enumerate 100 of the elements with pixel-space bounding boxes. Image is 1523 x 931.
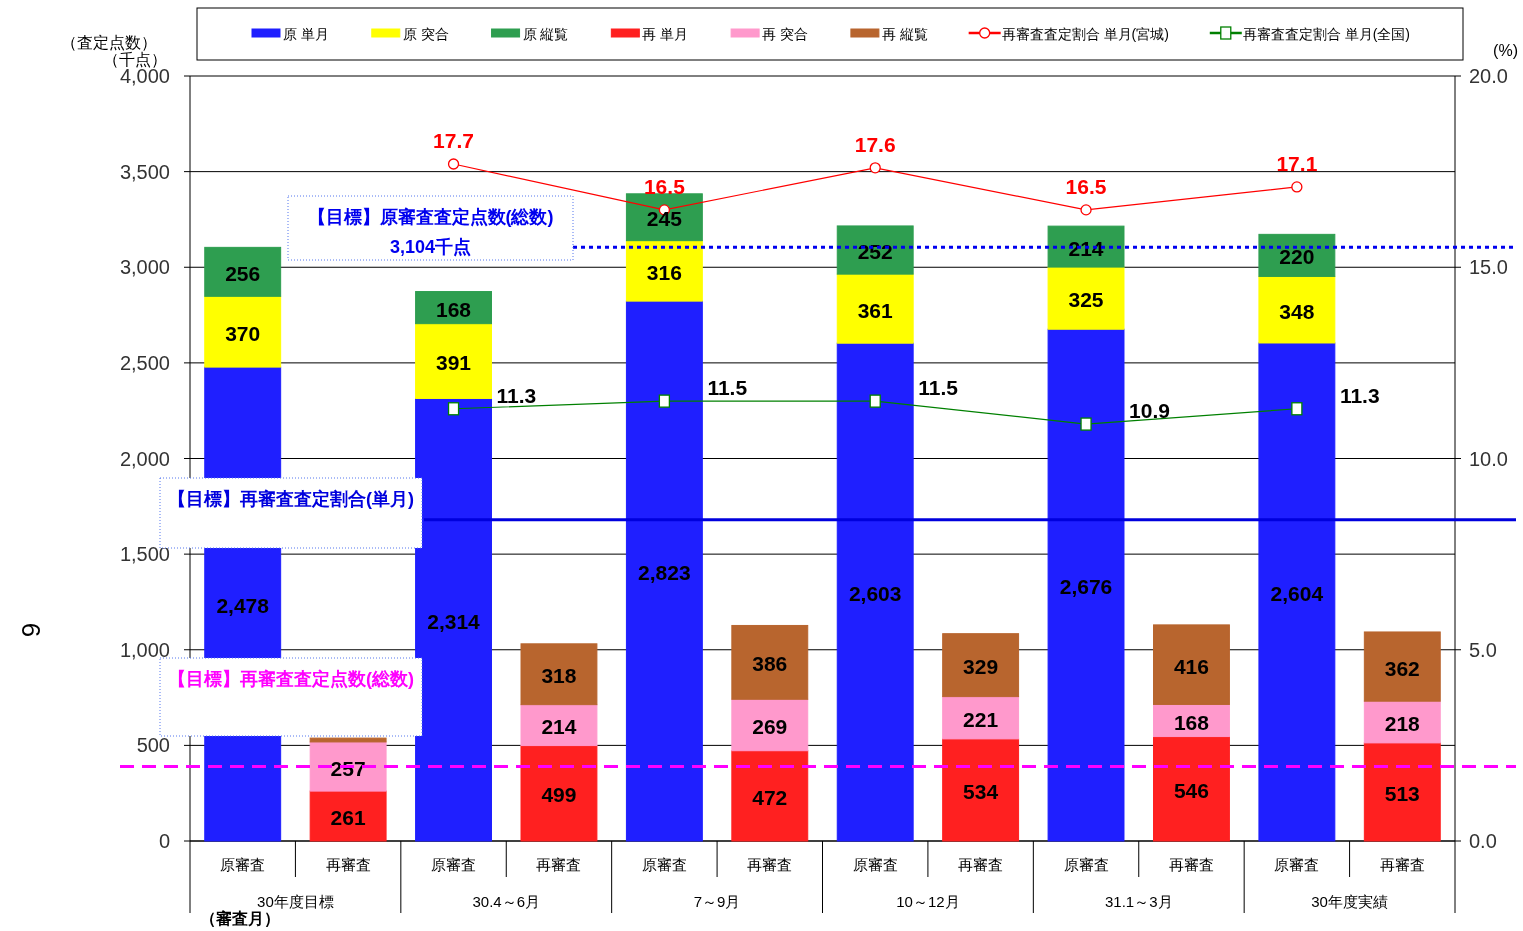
text: 7～9月 [693,893,741,910]
x-axis-title: （審査月） [200,909,280,928]
data-label: 391 [436,351,472,375]
data-label: 546 [1173,778,1209,802]
data-label: 220 [1279,245,1315,269]
point [1080,417,1092,431]
bar [942,738,1020,842]
data-label: 362 [1384,656,1420,680]
bar [731,750,809,842]
bar [1363,631,1441,702]
legend-label: 再 縦覧 [881,26,928,42]
data-label: 17.7 [433,128,474,152]
bar [625,240,703,302]
data-label: 16.5 [1065,174,1107,198]
data-label: 2,604 [1270,581,1324,605]
bar [520,704,598,747]
x-tick-label: 再審査 [1168,856,1214,873]
legend-label: 再審査査定割合 単月(宮城) [1001,26,1169,42]
bar [1047,328,1125,842]
y2-tick-label: 0.0 [1469,830,1497,852]
bar [520,643,598,706]
bar [309,737,387,743]
data-label: 2,314 [427,609,481,633]
bar [1363,742,1441,842]
bar [942,696,1020,740]
bar [1047,266,1125,330]
text: 30年度実績 [1311,893,1388,910]
data-label: 2,478 [216,594,270,618]
x-tick-label: 原審査 [1274,856,1320,873]
point [1291,402,1303,416]
data-label: 370 [225,321,261,345]
x-tick-label: 再審査 [325,856,371,873]
text: 6 [16,622,46,638]
legend-label: 原 縦覧 [522,26,569,42]
data-label: 218 [1384,712,1421,736]
point [1080,204,1092,216]
y2-axis-title: (%) [1493,42,1518,59]
y-tick-label: 500 [136,734,170,757]
text: 30.4～6月 [472,893,541,910]
data-label: 318 [541,664,577,688]
data-label: 472 [752,785,788,809]
text: 31.1～3月 [1104,893,1173,910]
data-label: 214 [541,715,577,739]
data-label: 386 [752,652,788,676]
data-label: 221 [963,707,999,731]
data-label: 513 [1384,781,1420,805]
bar [1258,275,1336,344]
data-label: 361 [857,298,894,322]
y-tick-label: 2,000 [119,447,170,470]
bar [309,790,387,842]
bar [520,745,598,842]
data-label: 168 [436,297,472,321]
point [658,394,671,408]
legend-label: 原 突合 [402,26,449,42]
x-tick-label: 再審査 [747,856,793,873]
bar [836,225,914,275]
x-tick-label: 再審査 [958,856,1004,873]
point [1291,181,1303,193]
y-tick-label: 3,000 [119,256,170,279]
y2-tick-label: 20.0 [1469,65,1508,87]
point [869,162,881,174]
bar [625,300,703,842]
legend-label: 再 単月 [642,26,689,42]
data-label: 2,603 [848,582,902,606]
y-tick-label: 2,500 [119,351,170,374]
ref-line-label: 【目標】再審査査定割合(単月) [168,489,414,509]
data-label: 16.5 [643,174,686,198]
data-label: 256 [225,261,261,285]
data-label: 11.5 [707,376,748,400]
data-label: 534 [963,779,999,803]
bar [415,397,492,842]
bar [1153,624,1230,705]
ref-line-label: 【目標】原審査査定点数(総数) 3,104千点 [307,207,554,257]
bar [731,624,809,700]
data-label: 17.6 [854,132,896,156]
data-label: 2,823 [638,561,691,585]
legend-label: 再 突合 [762,26,809,42]
data-label: 10.9 [1129,399,1170,423]
data-label: 11.3 [1339,383,1380,407]
data-label: 2,676 [1059,575,1113,599]
legend-label: 原 単月 [283,26,329,42]
data-label: 269 [752,715,788,739]
bar [415,323,492,399]
data-label: 11.3 [496,383,537,407]
data-label: 325 [1068,288,1104,312]
bar [942,633,1020,698]
bar [204,246,282,297]
x-tick-label: 原審査 [220,856,266,873]
x-tick-label: 再審査 [536,856,582,873]
data-label: 499 [541,783,577,807]
bar [1258,342,1336,842]
data-label: 261 [330,806,366,830]
bar [204,295,282,368]
x-tick-label: 原審査 [852,856,898,873]
x-tick-label: 原審査 [1063,856,1109,873]
y2-tick-label: 15.0 [1469,256,1508,279]
data-label: 168 [1173,710,1210,734]
data-label: 316 [646,260,682,284]
y2-tick-label: 10.0 [1469,447,1508,470]
bar [836,273,914,344]
